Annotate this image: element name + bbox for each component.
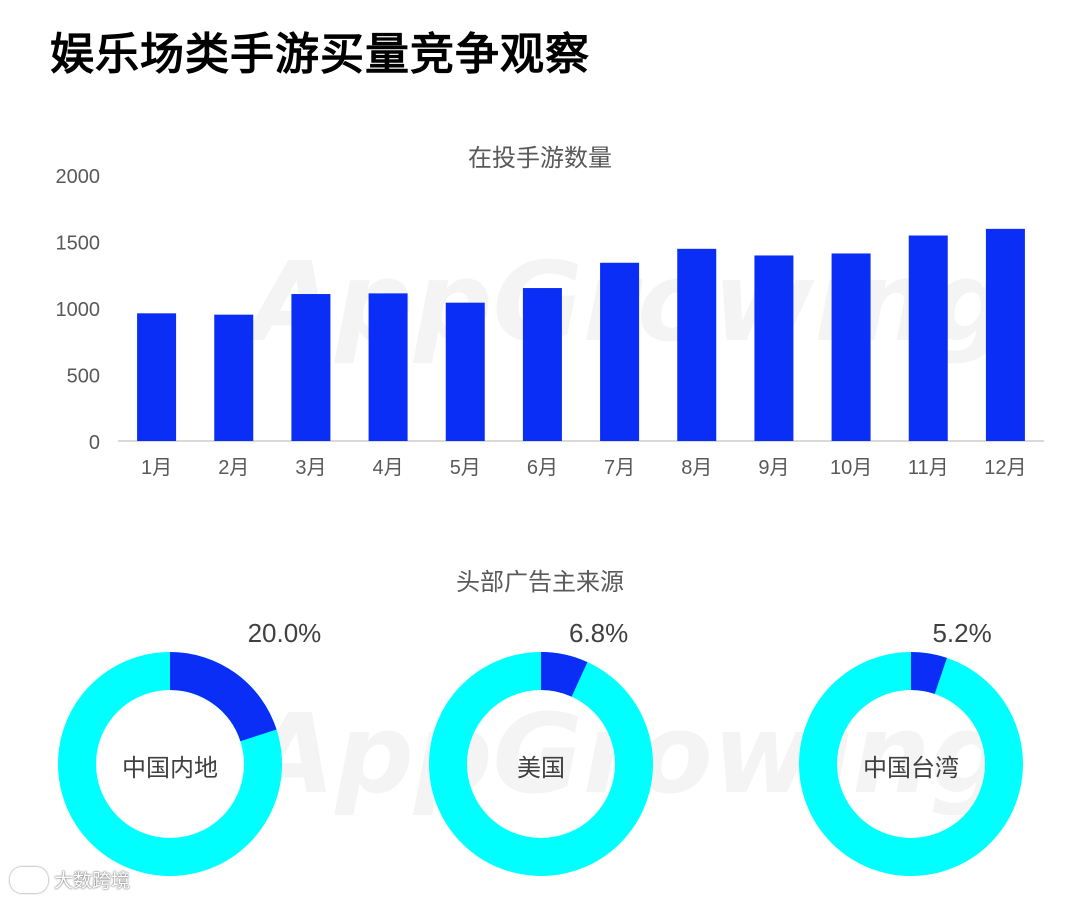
donut-center-label: 中国台湾	[863, 755, 959, 782]
brand-mark-icon	[10, 866, 48, 893]
bar	[985, 228, 1025, 441]
x-tick-label: 2月	[218, 457, 249, 479]
y-tick-label: 1000	[56, 299, 101, 321]
donut-value-slice	[58, 652, 282, 876]
donut-chart-title: 头部广告主来源	[456, 569, 624, 596]
donut-value-slice	[799, 652, 1023, 876]
x-tick-label: 3月	[295, 457, 326, 479]
bar	[677, 248, 717, 441]
donut-center-label: 美国	[517, 755, 565, 782]
donut-value-label: 20.0%	[247, 618, 322, 648]
x-tick-label: 9月	[758, 457, 789, 479]
bar	[600, 262, 640, 441]
bar	[291, 294, 331, 441]
bar	[137, 313, 177, 441]
y-tick-label: 0	[89, 432, 100, 454]
x-tick-label: 7月	[604, 457, 635, 479]
x-tick-label: 12月	[984, 457, 1026, 479]
donut-value-label: 6.8%	[568, 618, 629, 648]
bar	[445, 302, 485, 441]
x-tick-label: 6月	[527, 457, 558, 479]
bar-chart-title: 在投手游数量	[468, 145, 612, 172]
page-title: 娱乐场类手游买量竞争观察	[50, 30, 590, 79]
x-tick-label: 4月	[373, 457, 404, 479]
donut-center-label: 中国内地	[122, 755, 218, 782]
x-tick-label: 8月	[681, 457, 712, 479]
x-tick-label: 5月	[450, 457, 481, 479]
bar	[214, 314, 254, 441]
y-tick-label: 2000	[56, 166, 101, 188]
x-tick-label: 10月	[830, 457, 872, 479]
bar	[522, 288, 562, 441]
y-tick-label: 500	[67, 366, 100, 388]
bar-chart: 0 500 1000 1500 2000 1月 2月 3月 4月 5月 6月 7月 8月 9月 10月 11月…	[56, 166, 1044, 479]
bar	[754, 255, 794, 441]
x-tick-label: 11月	[908, 457, 949, 479]
y-tick-label: 1500	[56, 233, 101, 255]
bar	[831, 253, 871, 441]
donut-value-label: 5.2%	[932, 618, 992, 648]
footer-logo: 大数跨境	[10, 866, 130, 893]
x-tick-label: 1月	[141, 457, 172, 479]
bar	[908, 235, 948, 441]
donut-value-slice	[429, 652, 653, 876]
bar	[368, 293, 408, 441]
footer-brand: 大数跨境	[54, 871, 131, 892]
